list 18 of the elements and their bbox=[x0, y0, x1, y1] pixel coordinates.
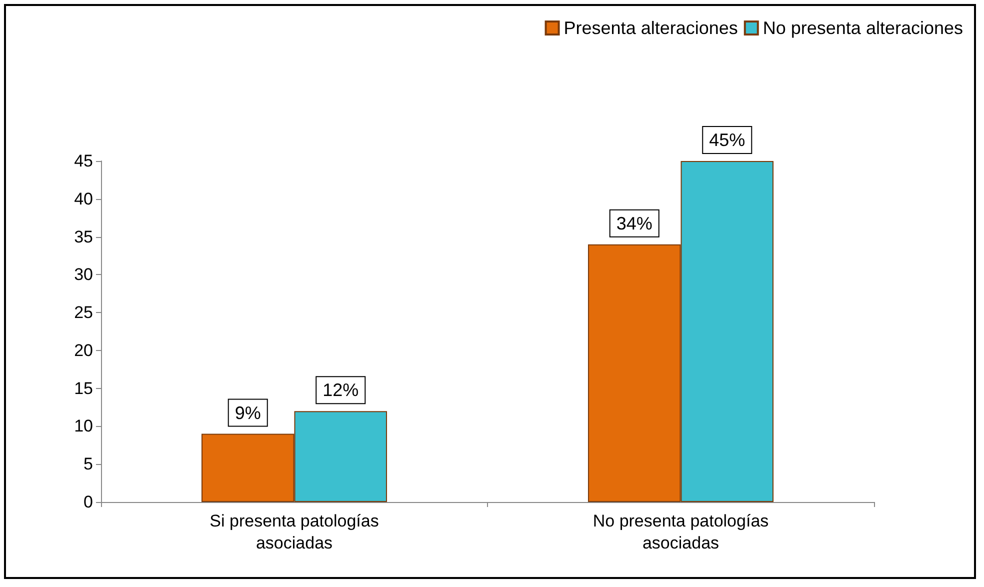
y-tick-label: 30 bbox=[74, 265, 93, 284]
legend-label: Presenta alteraciones bbox=[564, 18, 738, 38]
data-label: 12% bbox=[322, 380, 359, 400]
y-tick-label: 0 bbox=[84, 492, 93, 512]
legend-label: No presenta alteraciones bbox=[762, 18, 964, 38]
x-tick-label: Si presenta patologías asociadas bbox=[210, 512, 379, 552]
y-tick-label: 35 bbox=[74, 227, 93, 246]
y-tick-label: 40 bbox=[74, 189, 93, 208]
y-tick-label: 45 bbox=[74, 152, 93, 170]
data-label: 9% bbox=[234, 402, 261, 423]
y-tick-label: 15 bbox=[74, 378, 93, 398]
y-tick-label: 20 bbox=[74, 340, 93, 360]
y-tick-label: 25 bbox=[74, 303, 93, 322]
data-label: 45% bbox=[709, 130, 746, 150]
data-label: 34% bbox=[616, 213, 652, 234]
y-tick-label: 5 bbox=[84, 454, 93, 474]
y-tick-label: 10 bbox=[74, 416, 93, 436]
x-tick-label: No presenta patologías asociadas bbox=[592, 512, 769, 552]
